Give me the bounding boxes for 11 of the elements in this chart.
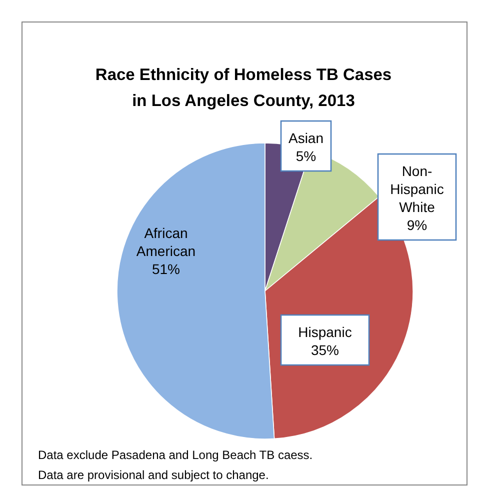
data-label: 51% (152, 261, 180, 277)
data-label: 35% (310, 342, 340, 358)
slice-label: Hispanic (298, 324, 352, 340)
data-label: 5% (296, 148, 316, 164)
chart-title: Race Ethnicity of Homeless TB Cases in Los Angeles County, 2013 (95, 66, 392, 110)
data-label: 9% (406, 217, 428, 233)
slice-label: African American (136, 225, 196, 259)
slice-label: Asian (288, 130, 324, 146)
text: Data are provisional and subject to change. (38, 468, 269, 482)
slice-label: Non-Hispanic White (390, 163, 444, 215)
text: Data exclude Pasadena and Long Beach TB caess. (38, 448, 313, 462)
